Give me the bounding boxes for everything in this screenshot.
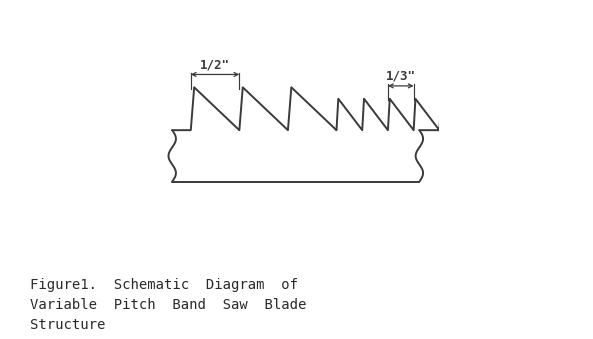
Text: Figure1.  Schematic  Diagram  of
Variable  Pitch  Band  Saw  Blade
Structure: Figure1. Schematic Diagram of Variable P…: [30, 278, 306, 332]
Text: 1/2": 1/2": [200, 58, 230, 71]
Text: 1/3": 1/3": [386, 69, 416, 82]
